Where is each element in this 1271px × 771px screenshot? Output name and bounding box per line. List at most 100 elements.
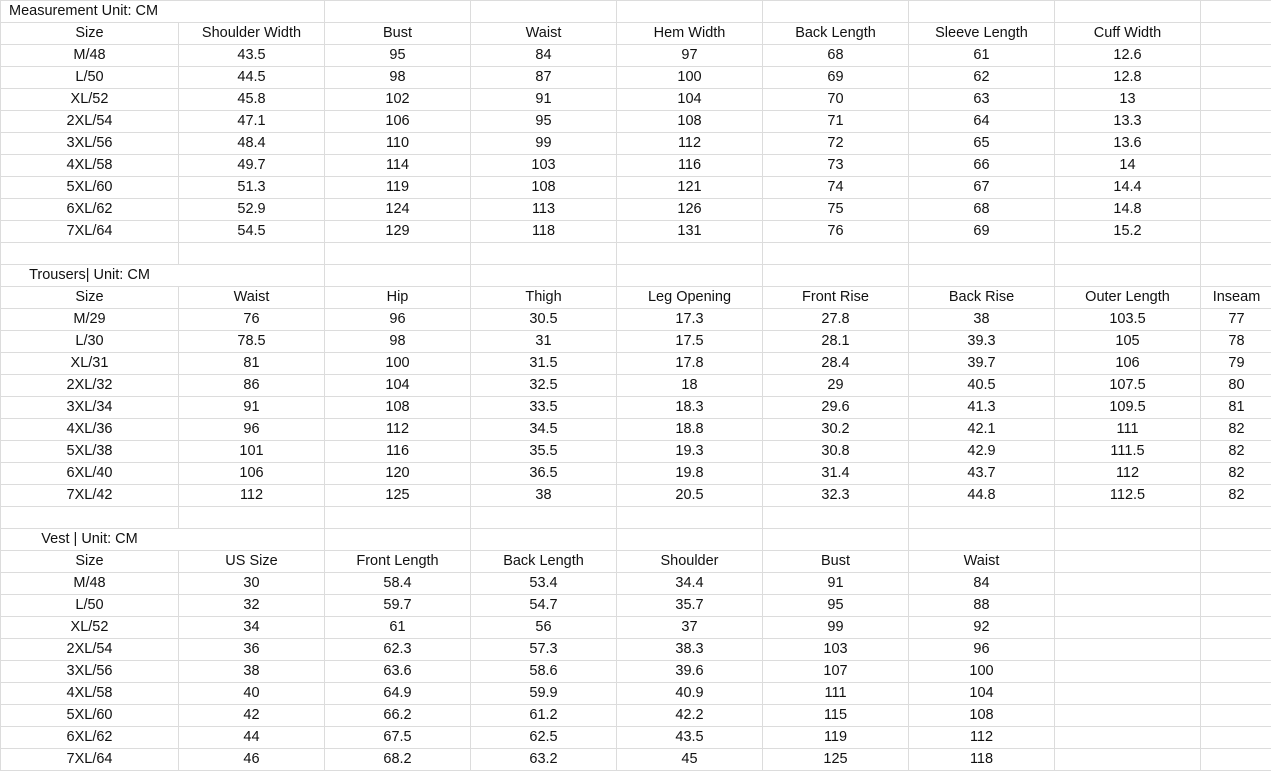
- header-cell[interactable]: Front Rise: [763, 287, 909, 309]
- data-cell[interactable]: 108: [325, 397, 471, 419]
- data-cell[interactable]: 17.8: [617, 353, 763, 375]
- data-cell[interactable]: 88: [909, 595, 1055, 617]
- header-cell[interactable]: Leg Opening: [617, 287, 763, 309]
- data-cell[interactable]: [1201, 45, 1271, 67]
- data-cell[interactable]: 42.1: [909, 419, 1055, 441]
- data-cell[interactable]: 78: [1201, 331, 1271, 353]
- data-cell[interactable]: L/50: [1, 595, 179, 617]
- data-cell[interactable]: 119: [763, 727, 909, 749]
- data-cell[interactable]: 48.4: [179, 133, 325, 155]
- data-cell[interactable]: 66: [909, 155, 1055, 177]
- data-cell[interactable]: 125: [325, 485, 471, 507]
- data-cell[interactable]: 67: [909, 177, 1055, 199]
- data-cell[interactable]: [1201, 177, 1271, 199]
- data-cell[interactable]: [1201, 199, 1271, 221]
- data-cell[interactable]: 84: [909, 573, 1055, 595]
- data-cell[interactable]: 36.5: [471, 463, 617, 485]
- empty-cell[interactable]: [1055, 243, 1201, 265]
- data-cell[interactable]: [1201, 89, 1271, 111]
- data-cell[interactable]: 57.3: [471, 639, 617, 661]
- header-cell[interactable]: Back Length: [763, 23, 909, 45]
- data-cell[interactable]: 28.4: [763, 353, 909, 375]
- section-title-cell[interactable]: Trousers| Unit: CM: [1, 265, 179, 287]
- data-cell[interactable]: [1201, 683, 1271, 705]
- header-cell[interactable]: Bust: [763, 551, 909, 573]
- data-cell[interactable]: 54.7: [471, 595, 617, 617]
- data-cell[interactable]: 74: [763, 177, 909, 199]
- data-cell[interactable]: 19.3: [617, 441, 763, 463]
- data-cell[interactable]: 3XL/34: [1, 397, 179, 419]
- data-cell[interactable]: 4XL/36: [1, 419, 179, 441]
- data-cell[interactable]: 56: [471, 617, 617, 639]
- empty-cell[interactable]: [617, 265, 763, 287]
- header-cell[interactable]: Bust: [325, 23, 471, 45]
- data-cell[interactable]: 61.2: [471, 705, 617, 727]
- data-cell[interactable]: 5XL/60: [1, 705, 179, 727]
- data-cell[interactable]: 112: [909, 727, 1055, 749]
- data-cell[interactable]: 107.5: [1055, 375, 1201, 397]
- empty-cell[interactable]: [325, 243, 471, 265]
- data-cell[interactable]: 2XL/54: [1, 111, 179, 133]
- data-cell[interactable]: 116: [617, 155, 763, 177]
- data-cell[interactable]: 111: [1055, 419, 1201, 441]
- data-cell[interactable]: 5XL/60: [1, 177, 179, 199]
- empty-cell[interactable]: [1055, 507, 1201, 529]
- data-cell[interactable]: 61: [909, 45, 1055, 67]
- data-cell[interactable]: 108: [617, 111, 763, 133]
- data-cell[interactable]: 106: [179, 463, 325, 485]
- data-cell[interactable]: 87: [471, 67, 617, 89]
- data-cell[interactable]: 108: [471, 177, 617, 199]
- data-cell[interactable]: XL/31: [1, 353, 179, 375]
- empty-cell[interactable]: [763, 265, 909, 287]
- empty-cell[interactable]: [325, 1, 471, 23]
- data-cell[interactable]: 12.8: [1055, 67, 1201, 89]
- data-cell[interactable]: 110: [325, 133, 471, 155]
- data-cell[interactable]: 38: [909, 309, 1055, 331]
- header-cell[interactable]: Sleeve Length: [909, 23, 1055, 45]
- data-cell[interactable]: 112: [179, 485, 325, 507]
- data-cell[interactable]: 47.1: [179, 111, 325, 133]
- data-cell[interactable]: 112: [325, 419, 471, 441]
- data-cell[interactable]: 6XL/62: [1, 199, 179, 221]
- data-cell[interactable]: 119: [325, 177, 471, 199]
- data-cell[interactable]: 18.3: [617, 397, 763, 419]
- header-cell[interactable]: Front Length: [325, 551, 471, 573]
- data-cell[interactable]: 113: [471, 199, 617, 221]
- data-cell[interactable]: 62.5: [471, 727, 617, 749]
- empty-cell[interactable]: [1201, 243, 1271, 265]
- header-cell[interactable]: Size: [1, 551, 179, 573]
- data-cell[interactable]: 103: [471, 155, 617, 177]
- header-cell[interactable]: Back Length: [471, 551, 617, 573]
- empty-cell[interactable]: [617, 1, 763, 23]
- data-cell[interactable]: M/48: [1, 573, 179, 595]
- data-cell[interactable]: 71: [763, 111, 909, 133]
- empty-cell[interactable]: [909, 529, 1055, 551]
- data-cell[interactable]: 2XL/54: [1, 639, 179, 661]
- data-cell[interactable]: 35.5: [471, 441, 617, 463]
- empty-cell[interactable]: [1201, 529, 1271, 551]
- data-cell[interactable]: 31: [471, 331, 617, 353]
- header-cell[interactable]: Waist: [179, 287, 325, 309]
- data-cell[interactable]: 63.6: [325, 661, 471, 683]
- section-title-cell[interactable]: Vest | Unit: CM: [1, 529, 179, 551]
- data-cell[interactable]: [1201, 67, 1271, 89]
- data-cell[interactable]: 112.5: [1055, 485, 1201, 507]
- data-cell[interactable]: 51.3: [179, 177, 325, 199]
- data-cell[interactable]: 6XL/62: [1, 727, 179, 749]
- data-cell[interactable]: 73: [763, 155, 909, 177]
- empty-cell[interactable]: [1, 507, 179, 529]
- data-cell[interactable]: 116: [325, 441, 471, 463]
- data-cell[interactable]: 32.3: [763, 485, 909, 507]
- data-cell[interactable]: 44: [179, 727, 325, 749]
- data-cell[interactable]: 76: [763, 221, 909, 243]
- data-cell[interactable]: 96: [179, 419, 325, 441]
- empty-cell[interactable]: [325, 265, 471, 287]
- empty-cell[interactable]: [471, 243, 617, 265]
- data-cell[interactable]: 67.5: [325, 727, 471, 749]
- data-cell[interactable]: 18.8: [617, 419, 763, 441]
- data-cell[interactable]: 98: [325, 67, 471, 89]
- data-cell[interactable]: 66.2: [325, 705, 471, 727]
- data-cell[interactable]: 62.3: [325, 639, 471, 661]
- data-cell[interactable]: 43.5: [617, 727, 763, 749]
- empty-cell[interactable]: [909, 243, 1055, 265]
